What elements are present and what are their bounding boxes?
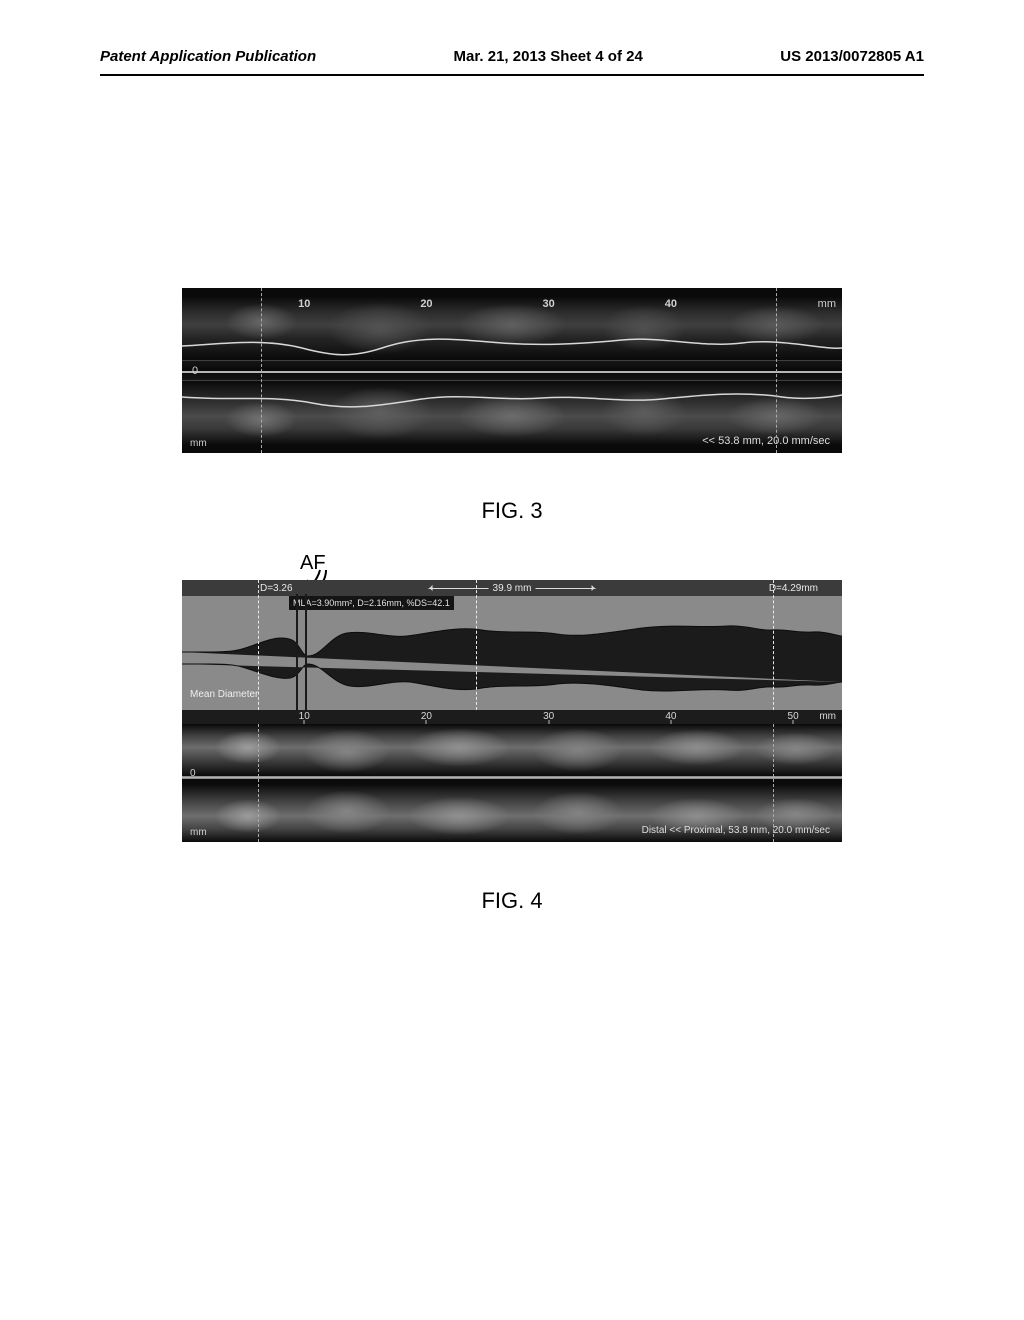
fig4-label: FIG. 4 [0,888,1024,914]
fig3-mm-left: mm [190,438,207,449]
fig3-mm-unit: mm [818,298,836,310]
header-center: Mar. 21, 2013 Sheet 4 of 24 [454,48,643,65]
fig3-tick: 40 [665,298,677,310]
fig4-d-right: D=4.29mm [769,583,818,594]
fig3-tick: 10 [298,298,310,310]
figure-3-panel: 0 mm mm << 53.8 mm, 20.0 mm/sec 10 20 30 40 [182,288,842,453]
fig4-d-left: D=3.26 [260,583,293,594]
fig3-info: << 53.8 mm, 20.0 mm/sec [702,435,830,447]
fig4-mean-diameter-panel: D=3.26 39.9 mm D=4.29mm MLA=3.90mm², D=2… [182,580,842,710]
fig4-center-dist: 39.9 mm [493,583,532,594]
header-right: US 2013/0072805 A1 [780,48,924,65]
fig4-mm-unit: mm [819,711,836,722]
fig4-info: Distal << Proximal, 53.8 mm, 20.0 mm/sec [642,825,830,836]
fig3-scan-top [182,288,842,360]
fig3-label: FIG. 3 [0,498,1024,524]
fig4-mean-label: Mean Diameter [190,689,258,700]
af-label: AF [300,552,326,575]
fig3-axis: 0 [182,360,842,381]
fig4-mm-left: mm [190,827,207,838]
fig3-tick: 30 [543,298,555,310]
fig4-header-bar: D=3.26 39.9 mm D=4.29mm [182,580,842,596]
header-left: Patent Application Publication [100,48,316,65]
fig3-zero: 0 [192,365,198,377]
fig4-profile [182,608,842,708]
fig4-ruler: mm 1020304050 [182,710,842,724]
fig3-tick: 20 [420,298,432,310]
figure-4-panel: AF D=3.26 39.9 mm D=4.29mm MLA=3.90mm², … [182,580,842,842]
header-rule [100,74,924,76]
fig4-lmode-panel: mm 1020304050 0 mm Distal << Proximal, 5… [182,710,842,842]
fig4-zero: 0 [190,768,196,779]
fig4-center-span: 39.9 mm [429,583,596,594]
